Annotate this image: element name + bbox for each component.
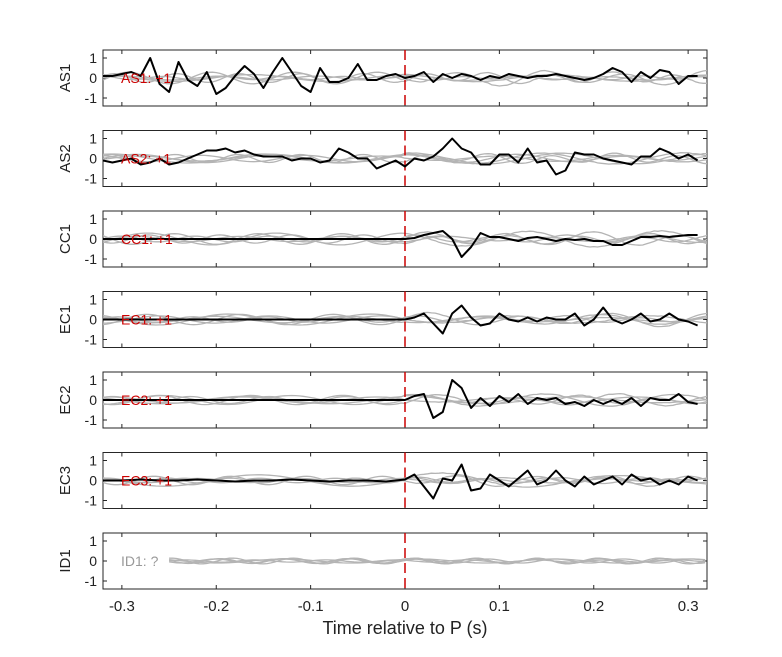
- x-axis-label: Time relative to P (s): [322, 618, 487, 638]
- x-tick-label: -0.2: [203, 598, 229, 615]
- x-tick-label: 0.2: [583, 598, 604, 615]
- y-tick-label: 0: [89, 473, 97, 489]
- station-label: ID1: [57, 549, 74, 572]
- polarity-annotation: AS2: +1: [121, 151, 171, 167]
- background-trace: [103, 315, 707, 324]
- panel-as1: 1 0 -1 AS1 AS1: +1: [57, 49, 708, 107]
- x-tick-label: -0.1: [298, 598, 324, 615]
- panel-ec2: 1 0 -1 EC2 EC2: +1: [57, 371, 708, 429]
- panels-group: 1 0 -1 AS1 AS1: +1 1 0 -1 AS2 AS2: +1 1 0 -1 CC1 CC1: …: [57, 49, 708, 590]
- y-tick-label: -1: [85, 90, 98, 106]
- y-tick-label: 0: [89, 553, 97, 569]
- plot-area: [103, 50, 707, 106]
- y-tick-label: 1: [89, 372, 97, 388]
- x-tick-label: 0.3: [678, 598, 699, 615]
- y-tick-label: -1: [85, 171, 98, 187]
- station-label: EC2: [57, 385, 74, 414]
- plot-area: [103, 452, 707, 509]
- plot-area: [168, 533, 706, 589]
- polarity-annotation: EC1: +1: [121, 312, 172, 328]
- background-trace: [169, 558, 706, 564]
- main-trace: [103, 463, 698, 500]
- station-label: EC3: [57, 466, 74, 495]
- y-tick-label: -1: [85, 251, 98, 267]
- y-tick-label: 0: [89, 151, 97, 167]
- polarity-annotation: AS1: +1: [121, 70, 171, 86]
- y-tick-label: 1: [89, 50, 97, 66]
- x-tick-label: -0.3: [109, 598, 135, 615]
- panel-id1: 1 0 -1 ID1 ID1: ?: [57, 532, 708, 590]
- y-tick-label: 1: [89, 292, 97, 308]
- polarity-annotation: ID1: ?: [121, 553, 159, 569]
- y-tick-label: 0: [89, 392, 97, 408]
- plot-area: [103, 211, 707, 267]
- y-tick-label: 0: [89, 312, 97, 328]
- polarity-annotation: CC1: +1: [121, 231, 173, 247]
- station-label: EC1: [57, 305, 74, 334]
- main-trace: [103, 137, 699, 176]
- polarity-annotation: EC2: +1: [121, 392, 172, 408]
- main-trace: [103, 379, 698, 419]
- y-tick-label: -1: [85, 493, 98, 509]
- panel-ec3: 1 0 -1 EC3 EC3: +1: [57, 452, 708, 509]
- x-tick-label: 0: [401, 598, 409, 615]
- background-trace: [169, 559, 706, 563]
- panel-cc1: 1 0 -1 CC1 CC1: +1: [57, 210, 708, 268]
- plot-area: [103, 130, 707, 187]
- plot-area: [103, 372, 707, 428]
- y-tick-label: 1: [89, 453, 97, 469]
- station-label: AS2: [57, 144, 74, 172]
- x-axis: -0.3 -0.2 -0.1 0 0.1 0.2 0.3: [109, 598, 699, 615]
- station-label: AS1: [57, 64, 74, 92]
- main-trace: [103, 304, 698, 335]
- main-trace: [103, 57, 698, 95]
- polarity-annotation: EC3: +1: [121, 473, 172, 489]
- main-trace: [103, 230, 698, 258]
- panel-ec1: 1 0 -1 EC1 EC1: +1: [57, 291, 708, 348]
- y-tick-label: 0: [89, 231, 97, 247]
- x-tick-label: 0.1: [489, 598, 510, 615]
- y-tick-label: -1: [85, 573, 98, 589]
- background-trace: [103, 154, 707, 163]
- y-tick-label: 1: [89, 211, 97, 227]
- panel-as2: 1 0 -1 AS2 AS2: +1: [57, 130, 708, 187]
- y-tick-label: -1: [85, 332, 98, 348]
- y-tick-label: 1: [89, 131, 97, 147]
- plot-area: [103, 291, 707, 348]
- y-tick-label: 1: [89, 533, 97, 549]
- background-trace: [103, 472, 707, 488]
- station-label: CC1: [57, 224, 74, 254]
- y-tick-label: 0: [89, 70, 97, 86]
- y-tick-label: -1: [85, 412, 98, 428]
